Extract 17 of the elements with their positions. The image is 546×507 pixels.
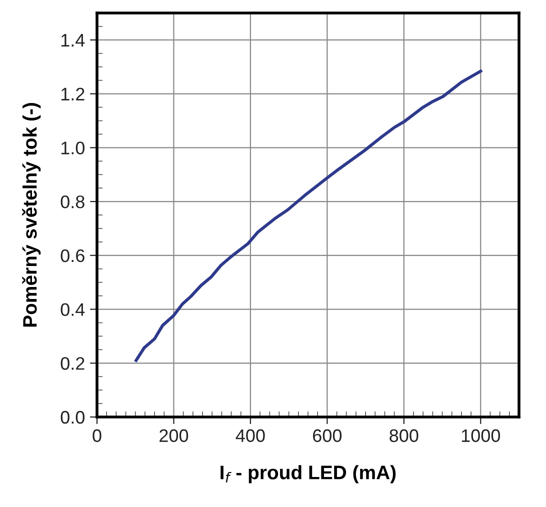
y-tick-label: 1.0 [61,142,84,154]
y-tick-label: 1.4 [61,34,85,46]
x-tick-label: 400 [236,429,265,442]
y-tick-label: 1.2 [61,88,84,100]
y-tick-label: 0.2 [60,357,84,370]
y-axis-title: Poměrný světelný tok (-) [22,103,41,327]
line-series [134,70,482,362]
y-tick-label: 0.6 [60,249,84,262]
y-tick-label: 0.4 [60,303,85,316]
x-axis-title: I$_{f}$ - proud LED (mA) [220,465,396,484]
x-tick-label: 600 [313,429,342,442]
x-tick-label: 1000 [462,429,500,442]
x-tick-label: 800 [390,429,418,442]
y-tick-label: 0.0 [60,410,84,424]
x-tick-label: 0 [92,429,102,442]
y-tick-label: 0.8 [60,195,84,208]
x-tick-label: 200 [160,429,188,442]
